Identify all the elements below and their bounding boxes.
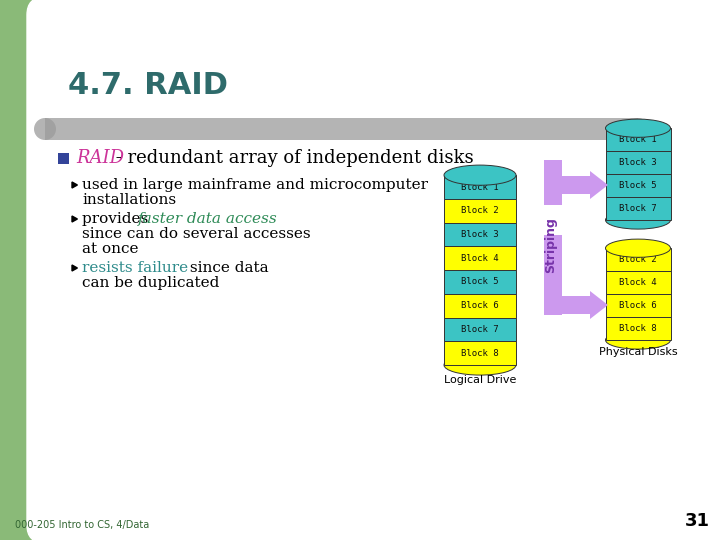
Text: Block 6: Block 6 (462, 301, 499, 310)
Text: Block 8: Block 8 (462, 349, 499, 357)
Ellipse shape (606, 331, 670, 349)
Text: Logical Drive: Logical Drive (444, 375, 516, 385)
Bar (45, 118, 638, 140)
Text: Striping: Striping (544, 217, 557, 273)
Text: Block 3: Block 3 (462, 230, 499, 239)
Bar (606, 317, 670, 340)
FancyBboxPatch shape (27, 0, 720, 540)
Text: resists failure: resists failure (82, 261, 188, 275)
Bar (606, 248, 670, 271)
Bar (58, 153, 69, 164)
Bar (444, 222, 516, 246)
Bar (606, 174, 670, 197)
Bar (606, 294, 670, 317)
Text: Block 2: Block 2 (462, 206, 499, 215)
Text: Block 5: Block 5 (619, 181, 657, 190)
Bar (444, 318, 516, 341)
Bar (444, 341, 516, 365)
Ellipse shape (606, 211, 670, 229)
Text: since can do several accesses: since can do several accesses (82, 227, 310, 241)
Bar (606, 197, 670, 220)
Bar (606, 271, 670, 294)
Text: used in large mainframe and microcomputer: used in large mainframe and microcompute… (82, 178, 428, 192)
Text: RAID: RAID (76, 149, 124, 167)
Text: at once: at once (82, 242, 138, 256)
Polygon shape (0, 0, 45, 110)
Bar (444, 294, 516, 318)
Text: installations: installations (82, 193, 176, 207)
Text: Block 7: Block 7 (462, 325, 499, 334)
Bar (606, 128, 670, 151)
Bar (544, 205, 562, 235)
Text: can be duplicated: can be duplicated (82, 276, 220, 290)
Polygon shape (0, 110, 45, 540)
Text: faster data access: faster data access (138, 212, 278, 226)
Text: 31: 31 (685, 512, 710, 530)
Text: Block 4: Block 4 (619, 278, 657, 287)
Text: provides: provides (82, 212, 153, 226)
Polygon shape (72, 182, 78, 188)
Bar (444, 270, 516, 294)
FancyArrow shape (553, 171, 608, 199)
Text: Block 2: Block 2 (619, 255, 657, 264)
Ellipse shape (627, 118, 649, 140)
Text: Block 1: Block 1 (462, 183, 499, 192)
Polygon shape (0, 0, 430, 110)
Ellipse shape (606, 239, 670, 257)
Text: Block 7: Block 7 (619, 204, 657, 213)
Bar (444, 175, 516, 199)
Text: Block 3: Block 3 (619, 158, 657, 167)
Polygon shape (72, 265, 78, 271)
Text: Block 5: Block 5 (462, 278, 499, 286)
Ellipse shape (444, 165, 516, 185)
Text: 4.7. RAID: 4.7. RAID (68, 71, 228, 100)
Bar (606, 151, 670, 174)
Ellipse shape (606, 119, 670, 137)
Bar (444, 199, 516, 222)
Text: Block 6: Block 6 (619, 301, 657, 310)
Text: Block 8: Block 8 (619, 324, 657, 333)
FancyArrow shape (553, 291, 608, 319)
Text: since data: since data (185, 261, 269, 275)
Text: - redundant array of independent disks: - redundant array of independent disks (110, 149, 474, 167)
Text: Block 1: Block 1 (619, 135, 657, 144)
Text: Block 4: Block 4 (462, 254, 499, 263)
Bar (444, 246, 516, 270)
Text: 000-205 Intro to CS, 4/Data: 000-205 Intro to CS, 4/Data (15, 520, 149, 530)
Text: Physical Disks: Physical Disks (599, 347, 678, 357)
Ellipse shape (34, 118, 56, 140)
Polygon shape (72, 216, 78, 222)
Bar (544, 160, 562, 315)
Ellipse shape (444, 355, 516, 375)
